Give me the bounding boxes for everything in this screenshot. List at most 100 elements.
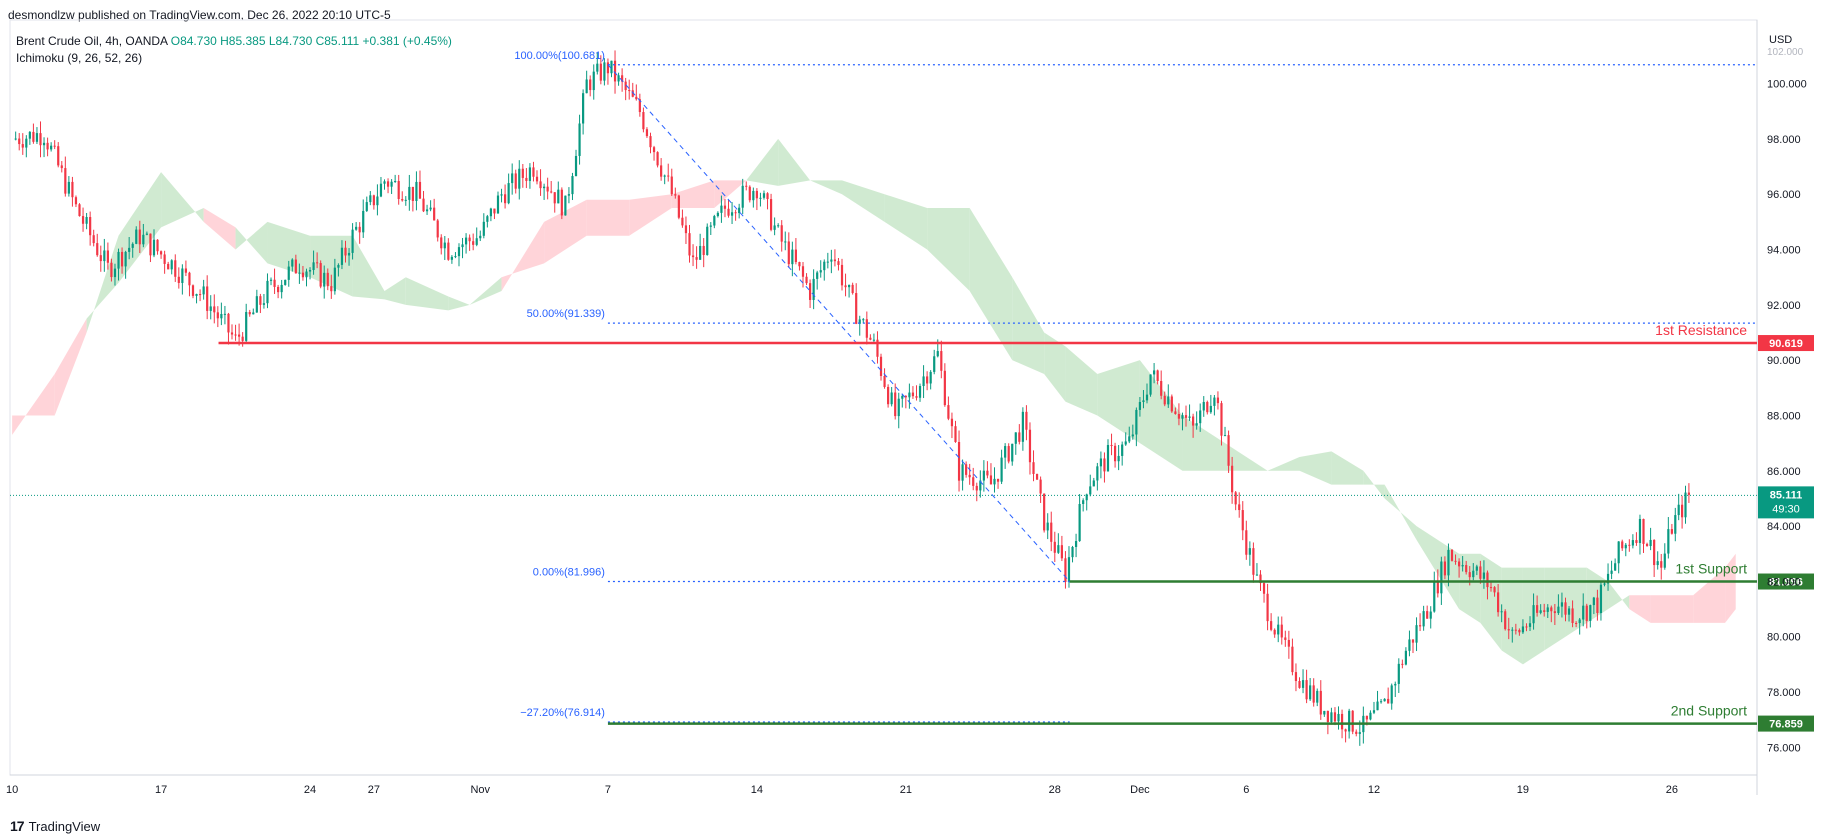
candle-body <box>1142 400 1145 403</box>
candle-body <box>355 226 358 230</box>
ichimoku-cloud-segment <box>54 318 87 416</box>
tradingview-brand[interactable]: 17 TradingView <box>10 818 100 834</box>
candle-body <box>238 334 241 337</box>
candle-body <box>1575 622 1578 624</box>
candle-body <box>1128 436 1131 442</box>
candle-body <box>585 79 588 94</box>
candle-body <box>269 279 273 281</box>
price-axis-tick: 96.000 <box>1767 189 1801 201</box>
candle-body <box>720 205 723 213</box>
candle-body <box>979 480 982 491</box>
candle-body <box>230 332 234 335</box>
price-axis-tick: 78.000 <box>1767 687 1801 699</box>
candle-body <box>699 245 702 260</box>
candle-body <box>730 212 734 216</box>
candle-body <box>805 276 808 284</box>
candle-body <box>1163 395 1166 405</box>
ichimoku-cloud-segment <box>1065 346 1098 416</box>
candle-body <box>500 194 503 196</box>
candle-body <box>99 255 102 262</box>
candle-body <box>234 334 237 336</box>
candle-body <box>723 205 727 209</box>
candle-body <box>287 266 290 280</box>
candle-body <box>1330 712 1333 722</box>
candle-body <box>379 183 383 197</box>
candle-body <box>1670 529 1673 534</box>
ichimoku-cloud-segment <box>544 199 587 264</box>
time-axis-tick: 26 <box>1666 784 1678 796</box>
candle-body <box>1309 685 1312 700</box>
candle-body <box>663 175 666 177</box>
candle-body <box>1567 608 1571 615</box>
candle-body <box>1195 423 1198 426</box>
candle-body <box>120 251 124 267</box>
candle-body <box>989 475 993 485</box>
candle-body <box>596 63 599 72</box>
candle-body <box>202 286 205 295</box>
time-axis-tick: 12 <box>1368 784 1380 796</box>
candle-body <box>894 392 897 417</box>
candle-body <box>25 138 28 148</box>
price-axis-tick: 82.000 <box>1767 576 1801 588</box>
candle-body <box>755 190 758 199</box>
candle-body <box>940 351 943 371</box>
candle-body <box>333 267 336 292</box>
time-axis-tick: Nov <box>470 784 490 796</box>
candle-body <box>1465 565 1468 573</box>
candle-body <box>954 426 957 442</box>
candle-body <box>592 71 595 91</box>
candle-body <box>798 262 801 267</box>
ichimoku-cloud-segment <box>629 194 672 236</box>
candle-body <box>911 392 915 397</box>
candle-body <box>649 136 652 148</box>
candle-body <box>1273 629 1276 635</box>
candle-body <box>1252 548 1255 575</box>
candle-body <box>372 195 375 206</box>
candle-body <box>1035 473 1039 480</box>
candle-body <box>535 176 539 182</box>
candle-body <box>635 96 638 100</box>
candle-body <box>1387 698 1390 704</box>
candle-body <box>1628 544 1631 546</box>
candle-body <box>113 268 117 278</box>
ichimoku-cloud-segment <box>161 172 204 228</box>
candle-body <box>745 185 748 187</box>
candle-body <box>525 177 528 181</box>
level-price-text: 90.619 <box>1769 338 1803 350</box>
candle-body <box>124 251 127 267</box>
candle-body <box>461 244 464 248</box>
candle-body <box>418 181 422 199</box>
candle-body <box>1223 435 1227 437</box>
candle-body <box>383 181 386 184</box>
candle-body <box>1216 397 1220 404</box>
candle-body <box>365 202 368 211</box>
candle-body <box>688 233 691 256</box>
candle-body <box>1192 416 1195 426</box>
candle-body <box>1408 639 1411 651</box>
candle-body <box>752 190 755 201</box>
fib-trend-line <box>607 64 1071 582</box>
ichimoku-cloud-segment <box>1299 451 1332 485</box>
plot-frame <box>9 19 1758 776</box>
time-axis-tick: 21 <box>900 784 912 796</box>
candle-body <box>1376 701 1379 711</box>
candle-body <box>216 312 219 319</box>
candle-body <box>1121 444 1124 456</box>
candle-body <box>812 278 815 300</box>
candle-body <box>766 193 769 200</box>
indicator-legend[interactable]: Ichimoku (9, 26, 52, 26) <box>16 51 143 65</box>
candle-body <box>131 243 134 248</box>
candle-body <box>106 250 109 263</box>
ichimoku-cloud-segment <box>235 221 268 264</box>
low-value: L84.730 <box>268 34 313 48</box>
candle-body <box>1301 680 1305 688</box>
price-axis-tick: 84.000 <box>1767 521 1801 533</box>
candle-body <box>305 271 308 278</box>
level-name: 2nd Support <box>1671 703 1747 719</box>
candle-body <box>1397 663 1400 684</box>
candle-body <box>922 376 925 387</box>
candle-body <box>479 235 482 239</box>
ichimoku-cloud-segment <box>927 208 970 292</box>
candle-body <box>539 181 542 189</box>
